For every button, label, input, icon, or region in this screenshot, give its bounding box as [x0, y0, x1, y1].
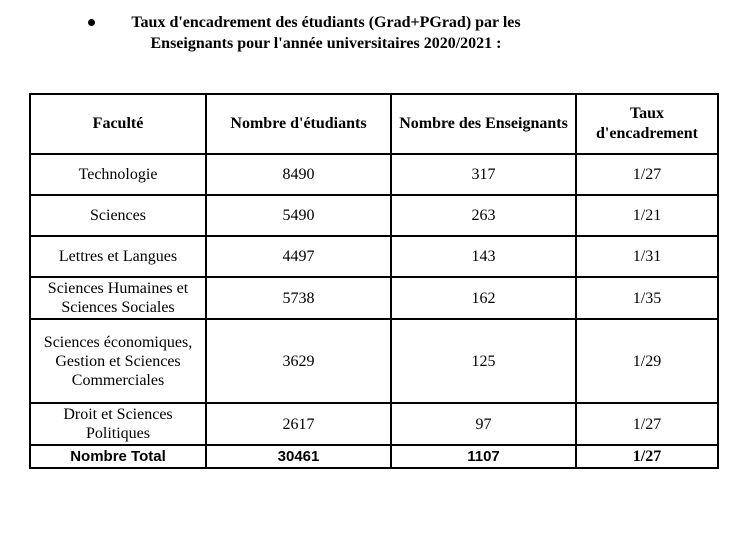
cell-teachers: 97: [390, 402, 577, 446]
cell-faculty: Sciences économiques, Gestion et Science…: [29, 318, 207, 404]
table-row-total: Nombre Total 30461 1107 1/27: [29, 444, 719, 469]
cell-total-teachers: 1107: [390, 444, 577, 469]
cell-students: 3629: [205, 318, 392, 404]
cell-teachers: 317: [390, 153, 577, 196]
table-row-sciences-humaines: Sciences Humaines et Sciences Sociales 5…: [29, 276, 719, 320]
cell-faculty: Droit et Sciences Politiques: [29, 402, 207, 446]
table-row-droit: Droit et Sciences Politiques 2617 97 1/2…: [29, 402, 719, 446]
header-students: Nombre d'étudiants: [205, 93, 392, 155]
cell-faculty: Sciences Humaines et Sciences Sociales: [29, 276, 207, 320]
cell-teachers: 143: [390, 235, 577, 278]
document-title: Taux d'encadrement des étudiants (Grad+P…: [88, 12, 537, 54]
cell-ratio: 1/31: [575, 235, 719, 278]
cell-ratio: 1/35: [575, 276, 719, 320]
header-teachers: Nombre des Enseignants: [390, 93, 577, 155]
cell-students: 5738: [205, 276, 392, 320]
table-row-technologie: Technologie 8490 317 1/27: [29, 153, 719, 196]
cell-students: 4497: [205, 235, 392, 278]
cell-faculty: Sciences: [29, 194, 207, 237]
table-row-sciences-economiques: Sciences économiques, Gestion et Science…: [29, 318, 719, 404]
header-faculty: Faculté: [29, 93, 207, 155]
cell-ratio: 1/27: [575, 402, 719, 446]
table-row-lettres: Lettres et Langues 4497 143 1/31: [29, 235, 719, 278]
cell-students: 8490: [205, 153, 392, 196]
cell-total-ratio: 1/27: [575, 444, 719, 469]
cell-ratio: 1/27: [575, 153, 719, 196]
title-line-1: Taux d'encadrement des étudiants (Grad+P…: [131, 14, 521, 31]
title-line-2: Enseignants pour l'année universitaires …: [150, 35, 502, 52]
bullet-icon: [88, 19, 95, 26]
cell-ratio: 1/21: [575, 194, 719, 237]
cell-teachers: 162: [390, 276, 577, 320]
cell-ratio: 1/29: [575, 318, 719, 404]
cell-total-students: 30461: [205, 444, 392, 469]
cell-students: 5490: [205, 194, 392, 237]
cell-faculty: Technologie: [29, 153, 207, 196]
table-header-row: Faculté Nombre d'étudiants Nombre des En…: [29, 93, 719, 155]
encadrement-table: Faculté Nombre d'étudiants Nombre des En…: [29, 93, 719, 469]
cell-total-label: Nombre Total: [29, 444, 207, 469]
cell-students: 2617: [205, 402, 392, 446]
table-row-sciences: Sciences 5490 263 1/21: [29, 194, 719, 237]
header-ratio: Taux d'encadrement: [575, 93, 719, 155]
cell-teachers: 263: [390, 194, 577, 237]
cell-faculty: Lettres et Langues: [29, 235, 207, 278]
cell-teachers: 125: [390, 318, 577, 404]
